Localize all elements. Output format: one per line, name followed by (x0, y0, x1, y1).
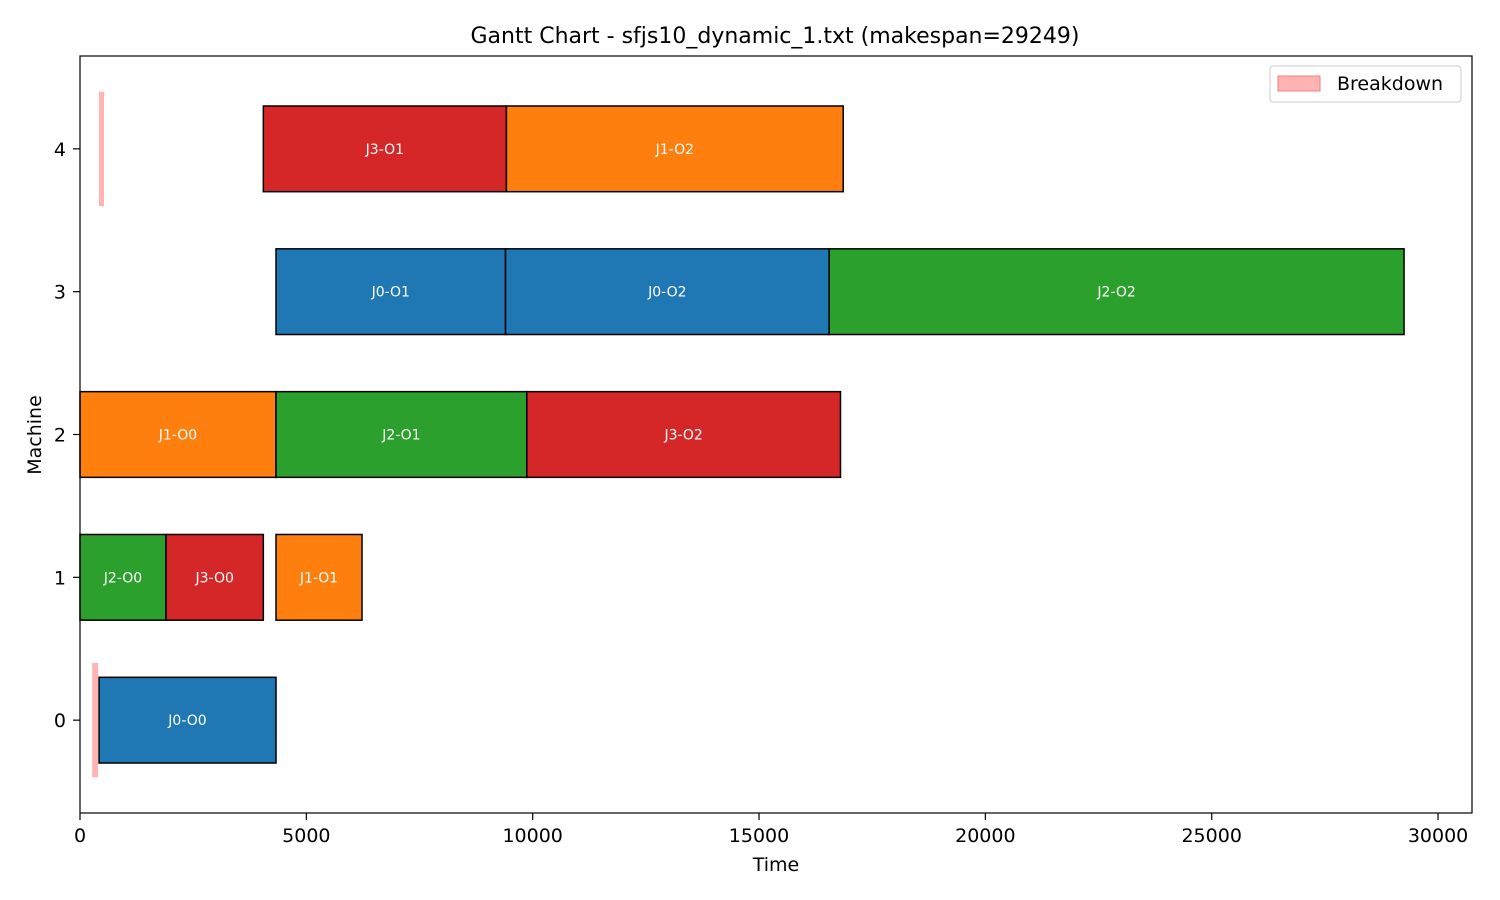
task-label-j0-o0: J0-O0 (167, 713, 206, 729)
task-label-j2-o1: J2-O1 (381, 428, 420, 444)
y-tick-label: 4 (54, 139, 66, 161)
chart-title: Gantt Chart - sfjs10_dynamic_1.txt (make… (470, 24, 1079, 49)
legend: Breakdown (1269, 65, 1462, 103)
x-tick-label: 15000 (729, 825, 789, 847)
x-tick-label: 20000 (955, 825, 1015, 847)
task-bar-j0-o2 (504, 248, 830, 336)
task-label-j3-o1: J3-O1 (365, 142, 404, 158)
task-bar-j0-o0 (98, 676, 277, 764)
task-label-j3-o0: J3-O0 (194, 570, 233, 586)
task-label-j2-o0: J2-O0 (103, 570, 142, 586)
legend-box (1269, 65, 1462, 103)
y-tick-label: 1 (54, 567, 66, 589)
y-axis: 0 1 2 3 4 (54, 139, 80, 732)
task-bar-j2-o1 (275, 390, 528, 479)
task-label-j1-o2: J1-O2 (655, 142, 694, 158)
breakdowns-layer (92, 91, 104, 778)
breakdown-mark-1 (99, 91, 104, 206)
task-bar-j1-o2 (505, 105, 844, 193)
legend-breakdown-label: Breakdown (1337, 73, 1443, 95)
x-axis: 0 5000 10000 15000 20000 25000 30000 (74, 813, 1468, 847)
task-bar-j1-o0 (79, 390, 277, 479)
breakdown-mark-0 (92, 663, 99, 778)
x-tick-label: 10000 (502, 825, 562, 847)
y-tick-label: 0 (54, 710, 66, 732)
task-label-j3-o2: J3-O2 (663, 428, 702, 444)
task-bar-j0-o1 (275, 248, 507, 336)
task-label-j0-o2: J0-O2 (647, 285, 686, 301)
task-bar-j3-o2 (526, 390, 842, 479)
task-bar-j2-o0 (79, 533, 167, 621)
x-tick-label: 30000 (1408, 825, 1468, 847)
x-tick-label: 25000 (1181, 825, 1241, 847)
x-tick-label: 0 (74, 825, 86, 847)
y-tick-label: 3 (54, 282, 66, 304)
task-bar-j2-o2 (828, 248, 1405, 336)
x-tick-label: 5000 (282, 825, 330, 847)
task-bar-j1-o1 (275, 533, 363, 621)
bars-layer: J0-O0 J2-O0 J3-O0 J1-O1 J1-O0 J2-O1 J3-O2 J0-O1… (79, 105, 1405, 764)
task-label-j1-o0: J1-O0 (158, 428, 197, 444)
y-tick-label: 2 (54, 425, 66, 447)
task-label-j0-o1: J0-O1 (371, 285, 410, 301)
task-label-j2-o2: J2-O2 (1096, 285, 1135, 301)
y-axis-label: Machine (24, 395, 46, 475)
legend-breakdown-swatch (1277, 75, 1321, 92)
task-bar-j3-o0 (165, 533, 265, 621)
x-axis-label: Time (752, 854, 800, 876)
task-label-j1-o1: J1-O1 (299, 570, 338, 586)
